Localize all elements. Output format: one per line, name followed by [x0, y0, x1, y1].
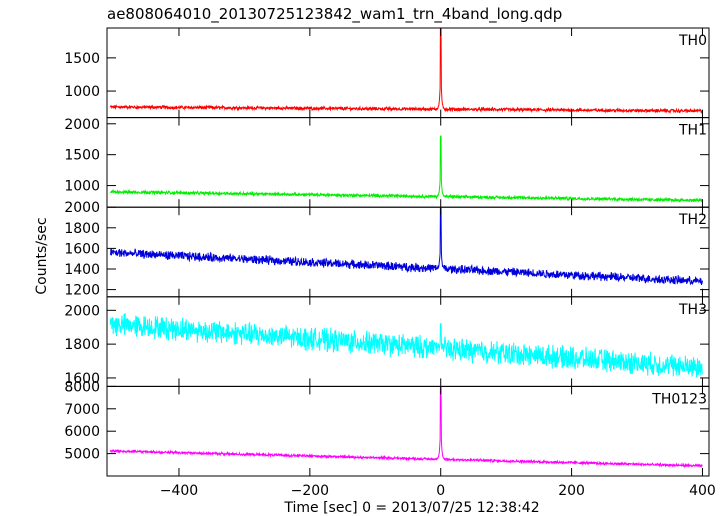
panel-th3: 1600 1800 2000 TH3: [64, 296, 710, 387]
series-line-th3: [109, 312, 703, 378]
y-tick-label: 6000: [64, 424, 100, 440]
y-axis-label: Counts/sec: [34, 217, 50, 294]
panel-th2: 1200 1400 1600 1800 2000 TH2: [64, 200, 710, 299]
panel-label: TH0123: [651, 391, 707, 407]
y-tick-label: 5000: [64, 447, 100, 463]
x-axis-label: Time [sec] 0 = 2013/07/25 12:38:42: [283, 500, 539, 516]
y-tick-label: 1000: [64, 84, 100, 100]
y-tick-label: 7000: [64, 402, 100, 418]
x-axis-ticks: −400 −200 0 200 400: [160, 483, 716, 499]
panel-frame: [106, 385, 710, 477]
x-tick-label: −400: [160, 483, 198, 499]
panel-stack: 1000 1500 TH0 1000 1500 2000 TH1 1200 1400 1600 18…: [64, 27, 710, 477]
panel-label: TH0: [678, 33, 707, 49]
y-tick-label: 1800: [64, 221, 100, 237]
y-tick-label: 1500: [64, 148, 100, 164]
y-tick-label: 8000: [64, 379, 100, 395]
y-tick-label: 1400: [64, 262, 100, 278]
x-tick-label: 200: [558, 483, 585, 499]
y-tick-label: 2000: [64, 200, 100, 216]
panel-th0: 1000 1500 TH0: [64, 27, 710, 119]
series-line-th0123: [109, 385, 703, 469]
panel-label: TH2: [678, 212, 707, 228]
y-tick-label: 1600: [64, 241, 100, 257]
series-line-th0: [109, 27, 703, 115]
panel-frame: [106, 27, 710, 119]
x-tick-label: 400: [689, 483, 716, 499]
panel-th1: 1000 1500 2000 TH1: [64, 117, 710, 208]
panel-label: TH1: [678, 123, 707, 139]
y-tick-label: 1000: [64, 179, 100, 195]
panel-frame: [106, 206, 710, 298]
y-tick-label: 2000: [64, 117, 100, 133]
y-tick-label: 1600: [64, 371, 100, 387]
x-tick-label: −200: [291, 483, 329, 499]
panel-label: TH3: [678, 302, 707, 318]
panel-frame: [106, 117, 710, 208]
panel-th0123: 5000 6000 7000 8000 TH0123: [64, 379, 710, 477]
series-line-th2: [109, 207, 703, 286]
chart-title: ae808064010_20130725123842_wam1_trn_4ban…: [107, 5, 562, 24]
x-tick-label: 0: [436, 483, 445, 499]
y-tick-label: 2000: [64, 303, 100, 319]
y-tick-label: 1800: [64, 337, 100, 353]
series-line-th1: [110, 135, 703, 203]
y-tick-label: 1500: [64, 51, 100, 67]
y-tick-label: 1200: [64, 283, 100, 299]
